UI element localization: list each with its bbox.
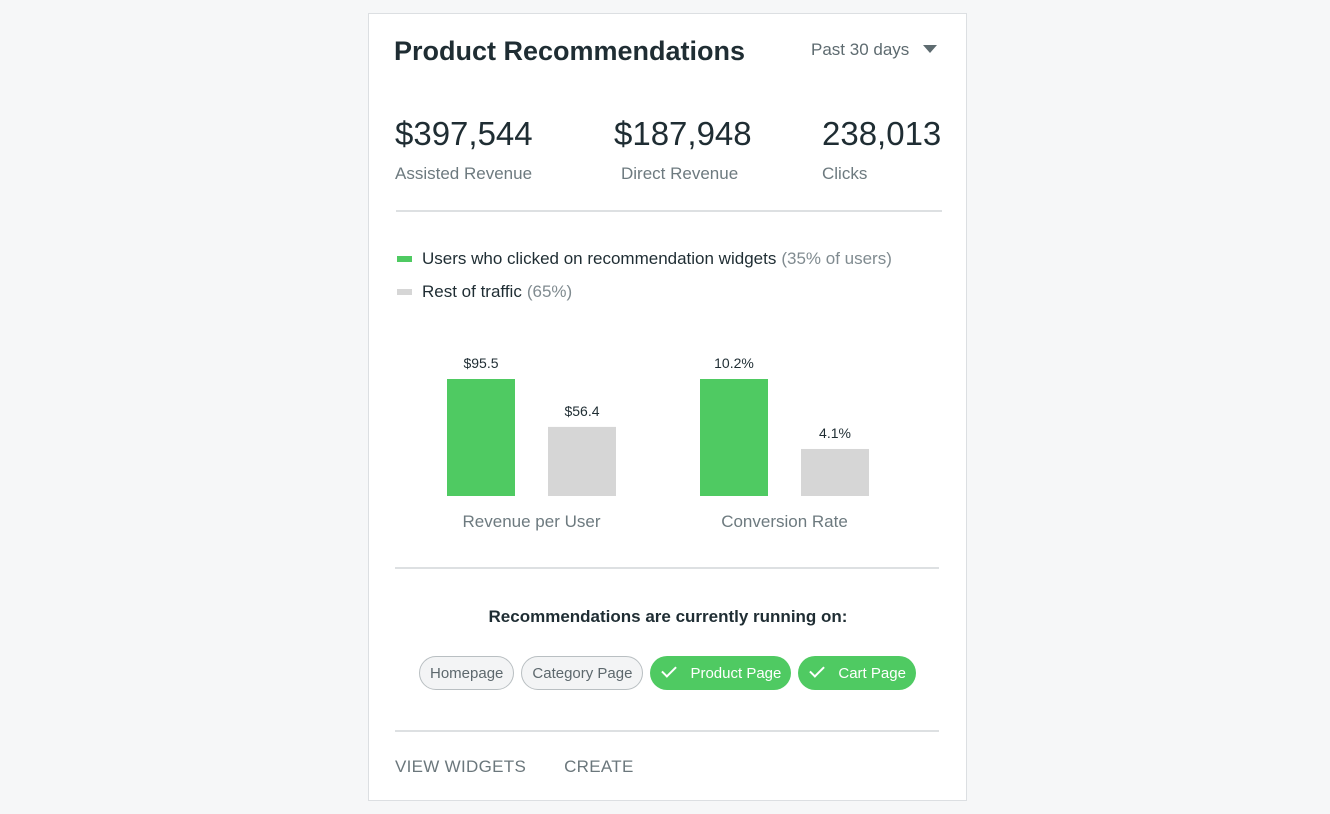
chip-category-page[interactable]: Category Page bbox=[521, 656, 644, 690]
kpi-direct-revenue: $187,948 Direct Revenue bbox=[614, 114, 752, 184]
chip-cart-page[interactable]: Cart Page bbox=[798, 656, 916, 690]
kpi-value: 238,013 bbox=[822, 115, 942, 152]
running-on-title: Recommendations are currently running on… bbox=[488, 607, 848, 626]
kpi-value: $187,948 bbox=[614, 115, 752, 152]
bar-clicked-users-0 bbox=[447, 379, 515, 496]
chip-label: Homepage bbox=[430, 664, 504, 682]
chip-label: Cart Page bbox=[838, 664, 906, 682]
view-widgets-button[interactable]: VIEW WIDGETS bbox=[395, 757, 527, 776]
page-chips: Homepage Category Page Product Page Cart… bbox=[419, 656, 923, 690]
chip-product-page[interactable]: Product Page bbox=[650, 656, 792, 690]
category-label: Revenue per User bbox=[463, 512, 601, 531]
bar-rest-of-traffic-1 bbox=[801, 448, 869, 496]
kpi-label: Assisted Revenue bbox=[395, 164, 533, 183]
check-icon bbox=[661, 662, 678, 678]
legend-item-clicked-users: Users who clicked on recommendation widg… bbox=[397, 249, 892, 269]
bar-value-label: $95.5 bbox=[463, 355, 498, 371]
bar-value-label: 4.1% bbox=[819, 425, 851, 441]
bar-value-label: 10.2% bbox=[714, 355, 754, 371]
kpi-label: Clicks bbox=[822, 164, 868, 183]
kpi-clicks: 238,013 Clicks bbox=[822, 114, 941, 184]
divider bbox=[395, 567, 939, 569]
legend-note: (35% of users) bbox=[781, 249, 892, 268]
caret-down-icon bbox=[923, 45, 938, 53]
date-range-label: Past 30 days bbox=[811, 40, 910, 59]
divider bbox=[396, 210, 942, 212]
product-recommendations-card: Product Recommendations Past 30 days $39… bbox=[368, 13, 967, 801]
chip-label: Product Page bbox=[690, 664, 782, 682]
kpi-label: Direct Revenue bbox=[621, 164, 739, 183]
legend-note: (65%) bbox=[526, 282, 573, 301]
kpi-assisted-revenue: $397,544 Assisted Revenue bbox=[395, 114, 533, 184]
bar-rest-of-traffic-0 bbox=[548, 426, 616, 496]
legend-label: Rest of traffic bbox=[422, 282, 522, 301]
category-label: Conversion Rate bbox=[721, 512, 848, 531]
card-title: Product Recommendations bbox=[394, 36, 746, 66]
legend-label: Users who clicked on recommendation widg… bbox=[422, 249, 777, 268]
card-footer: VIEW WIDGETS CREATE bbox=[395, 757, 672, 777]
check-icon bbox=[809, 662, 826, 678]
chip-homepage[interactable]: Homepage bbox=[419, 656, 515, 690]
legend-swatch-gray bbox=[397, 289, 412, 295]
legend-swatch-green bbox=[397, 256, 412, 262]
bar-charts: $95.5 $56.4 Revenue per User 10.2% 4.1% Conve… bbox=[447, 355, 869, 531]
create-button[interactable]: CREATE bbox=[564, 757, 634, 776]
date-range-dropdown[interactable]: Past 30 days bbox=[811, 40, 938, 60]
kpi-value: $397,544 bbox=[395, 115, 533, 152]
bar-value-label: $56.4 bbox=[564, 403, 599, 419]
legend-item-rest-of-traffic: Rest of traffic (65%) bbox=[397, 282, 572, 302]
chip-label: Category Page bbox=[532, 664, 633, 682]
bar-clicked-users-1 bbox=[700, 379, 768, 496]
divider bbox=[395, 730, 939, 732]
